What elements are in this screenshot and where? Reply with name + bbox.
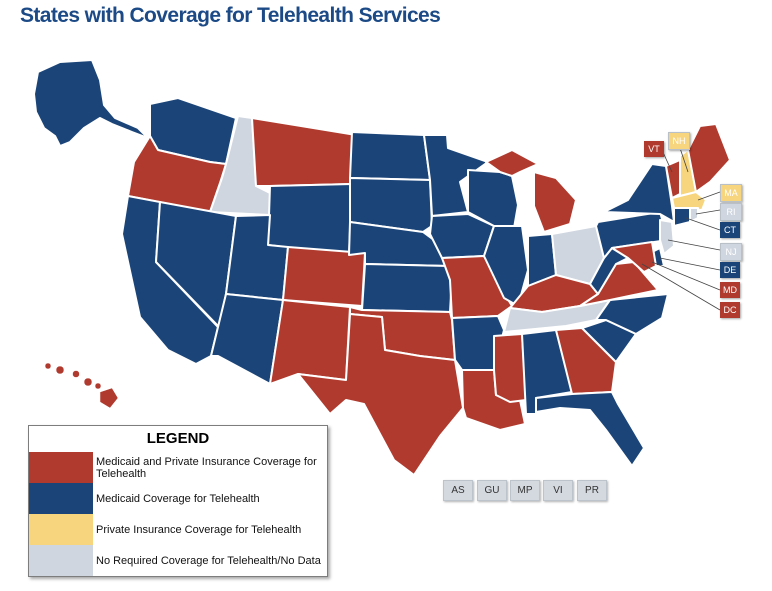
legend-swatch-private xyxy=(29,514,93,545)
callout-de[interactable]: DE xyxy=(720,262,740,278)
callout-nj[interactable]: NJ xyxy=(720,243,742,261)
callout-ma[interactable]: MA xyxy=(720,184,742,202)
state-me[interactable] xyxy=(687,123,731,193)
territory-gu-button[interactable]: GU xyxy=(477,480,507,501)
state-mn[interactable] xyxy=(423,134,489,217)
state-ri[interactable] xyxy=(689,207,699,223)
state-ks[interactable] xyxy=(361,263,453,313)
state-tx[interactable] xyxy=(297,313,464,476)
legend-swatch-medicaid xyxy=(29,483,93,514)
callout-nh[interactable]: NH xyxy=(668,132,690,150)
legend-label: Medicaid and Private Insurance Coverage … xyxy=(96,455,317,480)
legend-item: Medicaid and Private Insurance Coverage … xyxy=(29,452,327,483)
legend-label: No Required Coverage for Telehealth/No D… xyxy=(96,554,321,567)
callout-md[interactable]: MD xyxy=(720,282,740,298)
callout-ct[interactable]: CT xyxy=(720,222,740,238)
legend-item: Private Insurance Coverage for Telehealt… xyxy=(29,514,327,545)
callout-dc[interactable]: DC xyxy=(720,302,740,318)
state-nj[interactable] xyxy=(659,219,675,255)
legend-item: No Required Coverage for Telehealth/No D… xyxy=(29,545,327,576)
legend-swatch-both xyxy=(29,452,93,483)
legend-label: Private Insurance Coverage for Telehealt… xyxy=(96,523,302,536)
state-mt[interactable] xyxy=(251,117,357,187)
state-hi[interactable] xyxy=(44,362,119,409)
territory-as-button[interactable]: AS xyxy=(443,480,473,501)
territory-mp-button[interactable]: MP xyxy=(510,480,540,501)
page-title: States with Coverage for Telehealth Serv… xyxy=(20,4,441,27)
state-mi[interactable] xyxy=(485,149,577,233)
state-fl[interactable] xyxy=(535,391,645,467)
state-nm[interactable] xyxy=(269,299,351,385)
state-ma[interactable] xyxy=(671,191,707,211)
legend-item: Medicaid Coverage for Telehealth xyxy=(29,483,327,514)
state-co[interactable] xyxy=(282,246,366,307)
legend-swatch-none xyxy=(29,545,93,576)
callout-vt[interactable]: VT xyxy=(644,141,664,157)
state-ga[interactable] xyxy=(555,327,617,395)
state-sd[interactable] xyxy=(349,177,433,233)
legend-label: Medicaid Coverage for Telehealth xyxy=(96,492,260,505)
territory-vi-button[interactable]: VI xyxy=(543,480,573,501)
state-wy[interactable] xyxy=(267,183,353,256)
state-ny[interactable] xyxy=(603,163,675,223)
state-ct[interactable] xyxy=(673,207,691,227)
state-ms[interactable] xyxy=(493,333,527,403)
territory-pr-button[interactable]: PR xyxy=(577,480,607,501)
legend-title: LEGEND xyxy=(146,430,210,447)
state-ak[interactable] xyxy=(33,59,149,147)
legend: LEGEND Medicaid and Private Insurance Co… xyxy=(28,425,328,577)
callout-ri[interactable]: RI xyxy=(720,203,742,221)
state-nd[interactable] xyxy=(349,131,431,181)
